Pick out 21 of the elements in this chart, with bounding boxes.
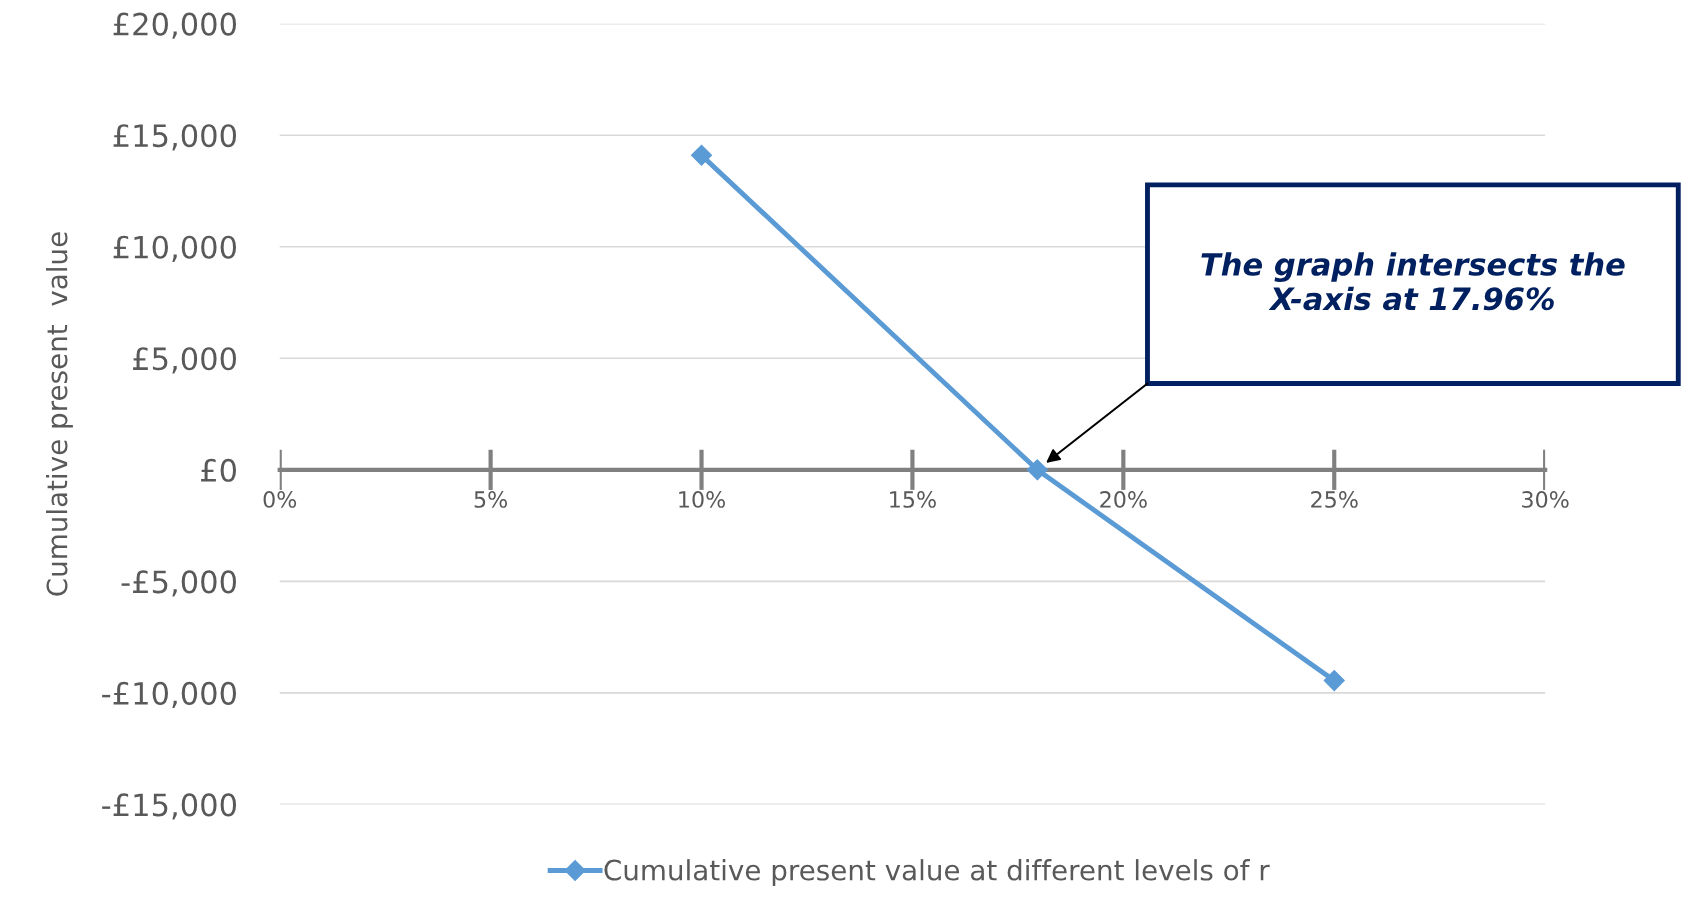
y-tick-label: £15,000 bbox=[113, 124, 237, 151]
x-tick-label: 25% bbox=[1311, 491, 1358, 508]
y-axis-title: Cumulative present value bbox=[46, 232, 73, 596]
point bbox=[1323, 670, 1345, 692]
y-tick-label: -£10,000 bbox=[102, 681, 237, 709]
x-tick-label: 0% bbox=[263, 491, 297, 508]
y-tick-label: £10,000 bbox=[113, 235, 237, 262]
x-tick-label: 10% bbox=[679, 491, 725, 508]
y-tick-label: -£5,000 bbox=[121, 570, 237, 597]
y-tick-label: £0 bbox=[201, 458, 237, 482]
x-tick-label: 20% bbox=[1100, 491, 1147, 508]
point bbox=[1026, 459, 1048, 481]
annotation: The graph intersects the X-axis at 17.96% bbox=[1201, 252, 1625, 311]
y-tick-label: -£15,000 bbox=[102, 793, 237, 820]
legend-label: Cumulative present value at different levels of r bbox=[604, 859, 1270, 886]
x-tick-label: 15% bbox=[890, 491, 936, 508]
x-tick-label: 5% bbox=[474, 491, 508, 508]
point bbox=[691, 144, 713, 166]
y-tick-label: £5,000 bbox=[133, 347, 237, 374]
y-tick-label: £20,000 bbox=[113, 12, 237, 39]
x-tick-label: 30% bbox=[1522, 491, 1569, 508]
